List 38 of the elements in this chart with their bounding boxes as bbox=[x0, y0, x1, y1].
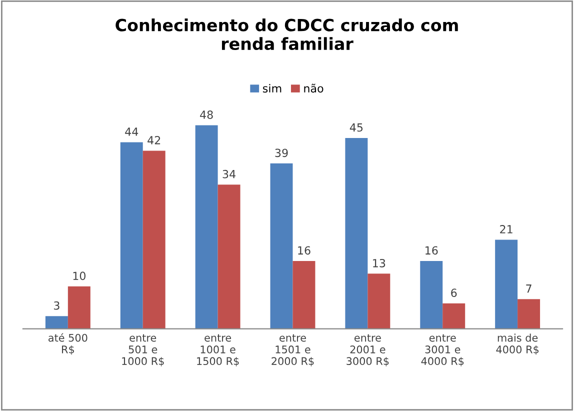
x-tick-label: mais de 4000 R$ bbox=[496, 334, 539, 355]
data-label: 45 bbox=[350, 123, 363, 132]
data-label: 13 bbox=[373, 258, 386, 268]
x-tick-label: entre 1501 e 2000 R$ bbox=[272, 334, 314, 366]
bar bbox=[45, 316, 68, 329]
data-label: 7 bbox=[526, 284, 532, 293]
bar bbox=[420, 260, 443, 329]
chart-title: Conhecimento do CDCC cruzado com renda familiar bbox=[116, 18, 458, 50]
bar bbox=[368, 274, 390, 329]
data-label: 10 bbox=[73, 272, 86, 280]
bar bbox=[518, 299, 540, 329]
data-label: 3 bbox=[54, 301, 60, 310]
bar bbox=[218, 184, 240, 329]
bar bbox=[442, 303, 466, 329]
bar bbox=[345, 138, 368, 329]
legend-label: sim bbox=[262, 84, 282, 93]
bar bbox=[120, 142, 143, 329]
data-label: 16 bbox=[298, 246, 310, 255]
data-label: 6 bbox=[451, 288, 457, 298]
x-tick-label: entre 2001 e 3000 R$ bbox=[346, 334, 389, 366]
data-label: 48 bbox=[200, 110, 213, 119]
data-label: 39 bbox=[275, 148, 288, 158]
data-label: 34 bbox=[222, 170, 236, 178]
bar bbox=[292, 260, 316, 329]
data-label: 16 bbox=[426, 246, 438, 255]
data-label: 42 bbox=[148, 136, 160, 144]
x-tick-label: entre 3001 e 4000 R$ bbox=[421, 334, 464, 366]
x-tick-label: até 500 R$ bbox=[48, 333, 88, 355]
bar bbox=[495, 240, 518, 329]
bar bbox=[270, 163, 293, 329]
data-label: 21 bbox=[500, 225, 512, 234]
bar bbox=[142, 150, 166, 329]
x-tick-label: entre 1001 e 1500 R$ bbox=[197, 334, 239, 366]
x-tick-label: entre 501 e 1000 R$ bbox=[122, 334, 164, 366]
bar bbox=[195, 125, 218, 329]
data-label: 44 bbox=[125, 128, 138, 136]
legend-label: não bbox=[304, 84, 324, 93]
bar bbox=[68, 286, 90, 329]
